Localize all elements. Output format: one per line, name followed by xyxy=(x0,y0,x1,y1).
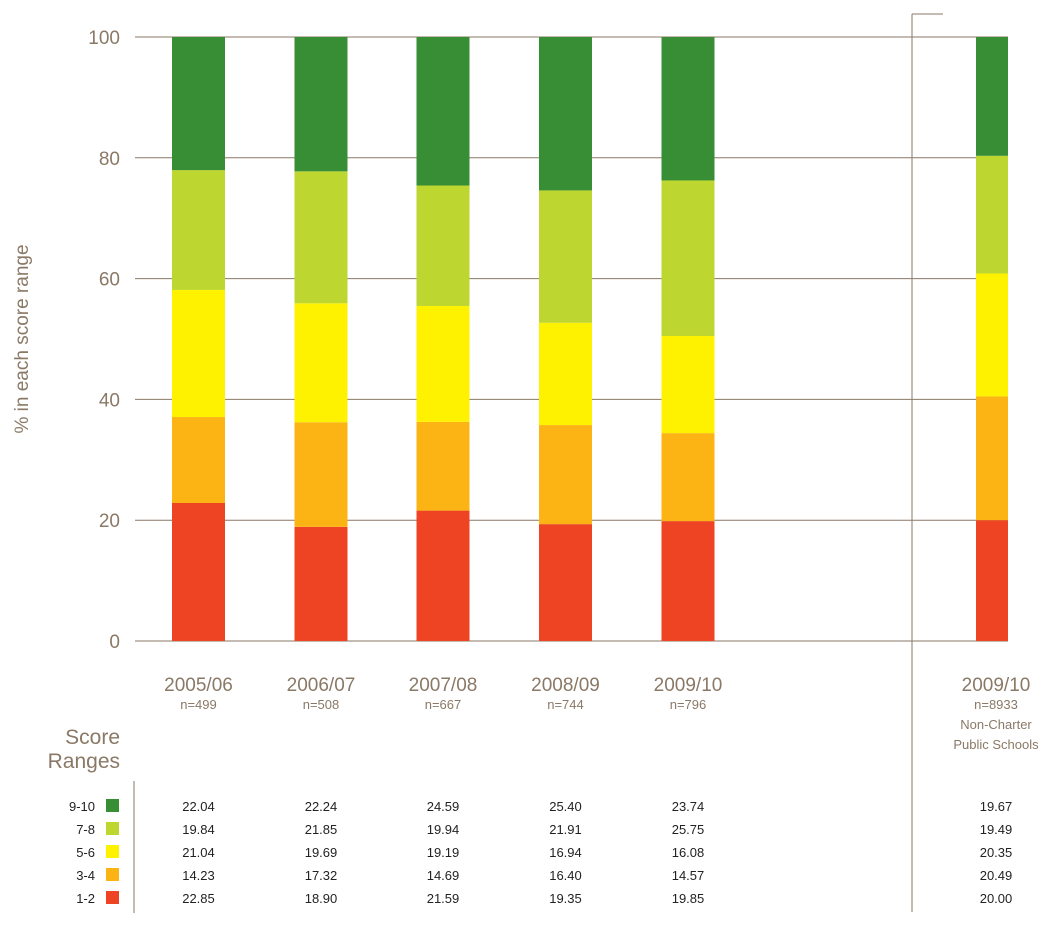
bar-3-4-1 xyxy=(294,422,348,527)
bar-1-2-2 xyxy=(416,510,470,641)
bar-5-6-4 xyxy=(661,335,715,434)
legend-swatch-1-2 xyxy=(106,891,119,904)
x-category-label: 2006/07 xyxy=(287,675,356,696)
legend-label: 5-6 xyxy=(76,845,95,860)
bar-3-4-0 xyxy=(172,417,225,503)
x-category-n: n=744 xyxy=(547,697,584,712)
bar-7-8-4 xyxy=(661,180,715,336)
data-label: 19.69 xyxy=(305,845,338,860)
legend-label: 3-4 xyxy=(76,868,95,883)
bar-9-10-1 xyxy=(294,37,348,172)
data-label: 20.35 xyxy=(980,845,1013,860)
bar-3-4-3 xyxy=(539,425,592,525)
data-label: 19.84 xyxy=(182,822,215,837)
data-label: 14.23 xyxy=(182,868,215,883)
bar-9-10-3 xyxy=(539,37,592,191)
data-label: 16.94 xyxy=(549,845,582,860)
data-label: 17.32 xyxy=(305,868,338,883)
data-label: 21.04 xyxy=(182,845,215,860)
data-label: 25.75 xyxy=(672,822,705,837)
x-category-label: 2007/08 xyxy=(409,675,478,696)
bar-1-2-5 xyxy=(976,520,1008,641)
data-label: 21.85 xyxy=(305,822,338,837)
y-tick-label-40: 40 xyxy=(99,390,120,411)
bar-5-6-2 xyxy=(416,305,470,422)
data-label: 19.19 xyxy=(427,845,460,860)
data-label: 23.74 xyxy=(672,799,705,814)
y-tick-label-20: 20 xyxy=(99,511,120,532)
legend-swatch-7-8 xyxy=(106,822,119,835)
data-label: 18.90 xyxy=(305,891,338,906)
legend-swatch-5-6 xyxy=(106,845,119,858)
legend-title: Ranges xyxy=(48,750,120,773)
bar-1-2-3 xyxy=(539,524,592,641)
data-label: 14.69 xyxy=(427,868,460,883)
data-label: 20.49 xyxy=(980,868,1013,883)
legend-label: 1-2 xyxy=(76,891,95,906)
bar-7-8-0 xyxy=(172,170,225,290)
bar-1-2-1 xyxy=(294,526,348,641)
data-label: 21.59 xyxy=(427,891,460,906)
y-tick-label-100: 100 xyxy=(88,28,120,49)
legend-swatch-3-4 xyxy=(106,868,119,881)
x-category-n: n=508 xyxy=(303,697,340,712)
bar-1-2-4 xyxy=(661,521,715,641)
bar-5-6-3 xyxy=(539,322,592,426)
bar-3-4-5 xyxy=(976,396,1008,521)
y-axis-label: % in each score range xyxy=(12,244,33,433)
x-category-n: n=499 xyxy=(180,697,217,712)
data-label: 16.08 xyxy=(672,845,705,860)
x-category-label: 2008/09 xyxy=(531,675,600,696)
bar-7-8-5 xyxy=(976,155,1008,274)
data-label: 21.91 xyxy=(549,822,582,837)
data-label: 22.24 xyxy=(305,799,338,814)
data-label: 19.94 xyxy=(427,822,460,837)
x-category-note: Non-Charter xyxy=(960,717,1032,732)
data-label: 19.85 xyxy=(672,891,705,906)
legend-title: Score xyxy=(65,726,120,749)
bar-7-8-3 xyxy=(539,190,592,323)
x-category-label: 2009/10 xyxy=(654,675,723,696)
bar-5-6-0 xyxy=(172,289,225,418)
bar-9-10-5 xyxy=(976,37,1008,156)
y-tick-label-60: 60 xyxy=(99,270,120,291)
bar-9-10-0 xyxy=(172,37,225,171)
bar-5-6-5 xyxy=(976,273,1008,397)
y-tick-label-0: 0 xyxy=(109,632,120,653)
bar-3-4-2 xyxy=(416,421,470,511)
data-label: 25.40 xyxy=(549,799,582,814)
x-category-label: 2009/10 xyxy=(962,675,1031,696)
x-category-n: n=667 xyxy=(425,697,462,712)
data-label: 22.85 xyxy=(182,891,215,906)
bar-5-6-1 xyxy=(294,303,348,423)
x-category-n: n=796 xyxy=(670,697,707,712)
data-label: 19.67 xyxy=(980,799,1013,814)
legend-label: 9-10 xyxy=(69,799,95,814)
bar-7-8-2 xyxy=(416,185,470,306)
data-label: 20.00 xyxy=(980,891,1013,906)
data-label: 22.04 xyxy=(182,799,215,814)
legend-swatch-9-10 xyxy=(106,799,119,812)
bar-3-4-4 xyxy=(661,433,715,522)
bar-7-8-1 xyxy=(294,171,348,304)
data-label: 16.40 xyxy=(549,868,582,883)
x-category-note: Public Schools xyxy=(953,737,1039,752)
data-label: 19.35 xyxy=(549,891,582,906)
y-tick-label-80: 80 xyxy=(99,149,120,170)
data-label: 19.49 xyxy=(980,822,1013,837)
x-category-label: 2005/06 xyxy=(164,675,233,696)
data-label: 24.59 xyxy=(427,799,460,814)
legend-label: 7-8 xyxy=(76,822,95,837)
bar-9-10-2 xyxy=(416,37,470,186)
data-label: 14.57 xyxy=(672,868,705,883)
bar-1-2-0 xyxy=(172,502,225,641)
bar-9-10-4 xyxy=(661,37,715,181)
x-category-n: n=8933 xyxy=(974,697,1018,712)
